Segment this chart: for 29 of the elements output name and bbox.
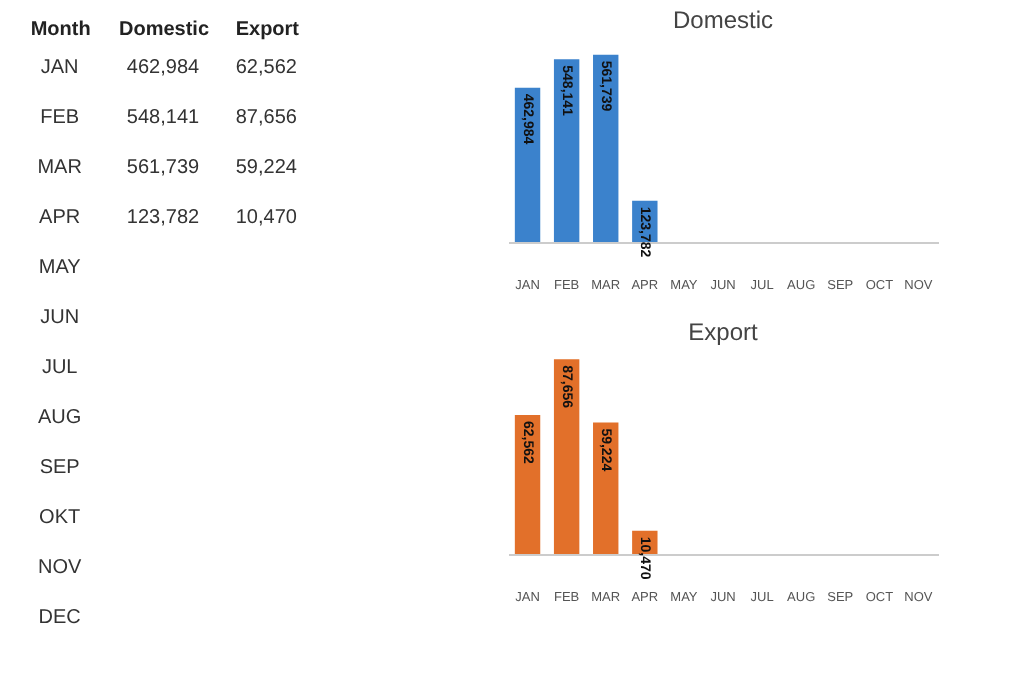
chart-title: Export xyxy=(688,318,760,346)
category-label: APR xyxy=(39,207,81,229)
category-label: FEB xyxy=(40,107,80,129)
category-label: MAR xyxy=(37,157,82,179)
category-label: JUL xyxy=(41,357,79,379)
category-label: AUG xyxy=(37,407,82,429)
category-label: MAY xyxy=(38,257,82,279)
text: Domestic xyxy=(118,19,210,41)
data-label: 462,984 xyxy=(126,57,201,79)
category-label: DEC xyxy=(38,607,81,629)
category-label: JAN xyxy=(40,57,79,79)
category-label: SEP xyxy=(39,457,81,479)
category-label: JUN xyxy=(40,307,80,329)
data-label: 62,562 xyxy=(235,57,298,79)
chart-title: Domestic xyxy=(672,6,774,34)
bar xyxy=(553,59,580,242)
bar xyxy=(593,422,619,554)
data-label: 10,470 xyxy=(235,207,298,229)
data-label: 123,782 xyxy=(126,207,201,229)
category-label: NOV xyxy=(37,557,82,579)
text: Export xyxy=(235,19,301,41)
data-label: 87,656 xyxy=(235,107,298,129)
text: Month xyxy=(30,19,91,41)
bar xyxy=(593,54,619,242)
data-label: 59,224 xyxy=(235,157,298,179)
data-label: 561,739 xyxy=(126,157,201,179)
category-label: OKT xyxy=(39,507,81,529)
data-label: 548,141 xyxy=(126,107,201,129)
bar xyxy=(553,359,580,554)
